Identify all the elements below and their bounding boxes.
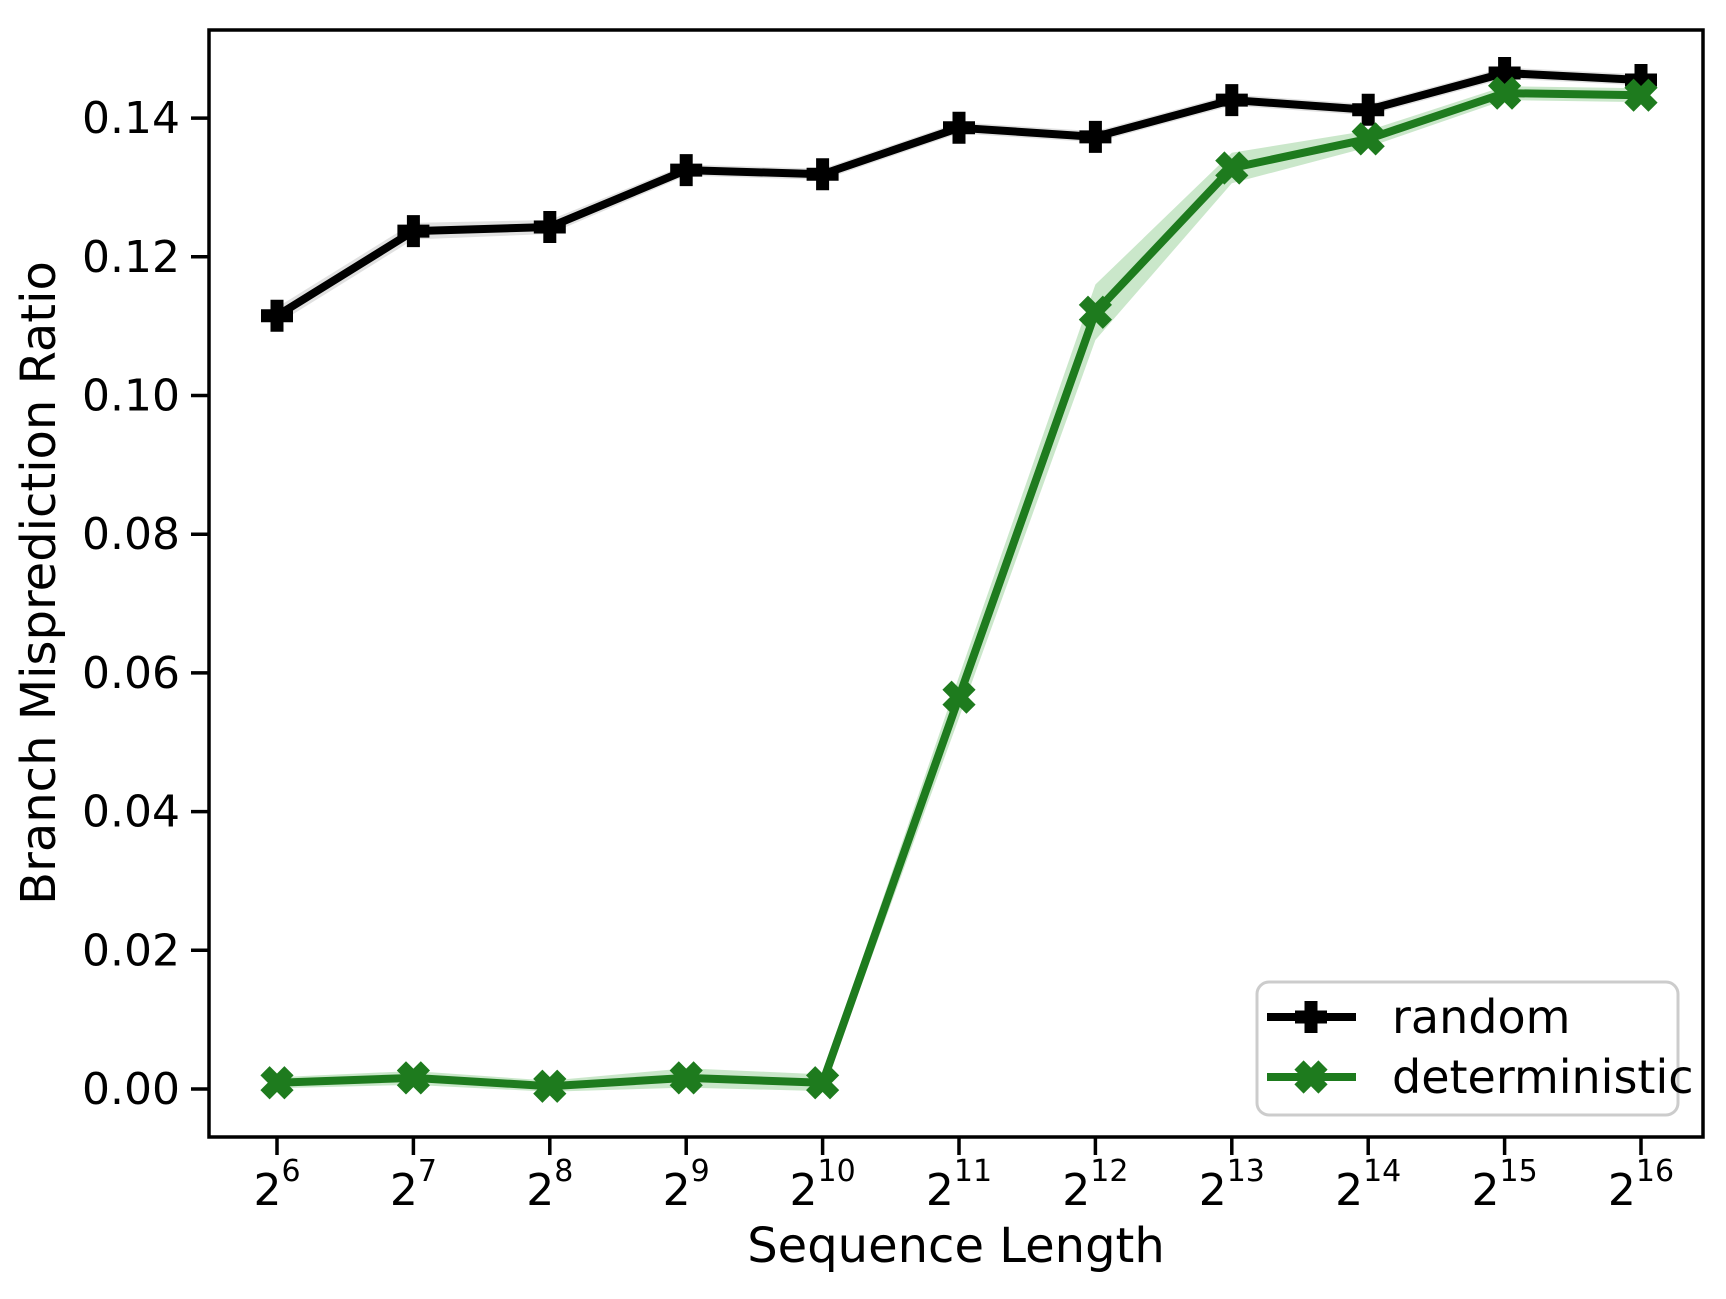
legend-label-random: random (1392, 990, 1570, 1044)
x-marker-icon (260, 1066, 294, 1100)
plus-marker-icon (1352, 93, 1385, 126)
plus-marker-icon (943, 111, 975, 144)
x-tick-label: 210 (790, 1154, 856, 1216)
x-tick-label: 216 (1608, 1154, 1674, 1216)
y-tick-label: 0.12 (82, 232, 180, 283)
x-marker-icon (806, 1066, 840, 1100)
y-tick-label: 0.14 (82, 93, 180, 144)
x-tick-label: 215 (1472, 1154, 1538, 1216)
x-tick-label: 212 (1062, 1154, 1128, 1216)
x-marker-icon (942, 680, 976, 714)
x-tick-label: 211 (926, 1154, 992, 1216)
plot-area (209, 30, 1703, 1137)
y-tick-label: 0.00 (82, 1064, 180, 1115)
plus-marker-icon (806, 158, 839, 191)
x-marker-icon (1215, 151, 1249, 185)
legend-plus-marker-icon (1295, 1001, 1327, 1033)
x-marker-icon (1351, 122, 1385, 156)
y-axis-label: Branch Misprediction Ratio (11, 261, 67, 905)
plus-marker-icon (670, 154, 703, 187)
y-tick-label: 0.02 (82, 925, 180, 976)
x-tick-label: 27 (390, 1154, 437, 1216)
x-tick-label: 26 (253, 1154, 300, 1216)
x-marker-icon (533, 1069, 567, 1103)
x-marker-icon (1488, 76, 1522, 110)
y-tick-label: 0.10 (82, 371, 180, 422)
plus-marker-icon (397, 215, 430, 248)
legend: random deterministic (1255, 980, 1694, 1117)
legend-x-marker-icon (1294, 1060, 1328, 1094)
x-marker-icon (1078, 295, 1112, 329)
y-tick-label: 0.06 (82, 648, 180, 699)
x-marker-icon (1624, 78, 1658, 112)
legend-label-deterministic: deterministic (1392, 1050, 1694, 1104)
plus-marker-icon (1079, 120, 1112, 153)
plus-marker-icon (1488, 57, 1521, 90)
plus-marker-icon (533, 210, 566, 243)
plus-marker-icon (1215, 84, 1248, 117)
plus-marker-icon (261, 299, 293, 332)
series-markers (260, 57, 1658, 1103)
x-marker-icon (669, 1061, 703, 1095)
x-tick-label: 29 (663, 1154, 710, 1216)
legend-box (1255, 980, 1680, 1117)
x-tick-label: 28 (526, 1154, 573, 1216)
plot-frame (207, 28, 1705, 1139)
axis-ticks: 0.00 0.02 0.04 0.06 0.08 0.10 0.12 0.14 26 27 28 29… (82, 93, 1674, 1216)
x-tick-label: 214 (1335, 1154, 1401, 1216)
x-marker-icon (396, 1061, 430, 1095)
x-axis-label: Sequence Length (747, 1218, 1165, 1274)
x-tick-label: 213 (1199, 1154, 1265, 1216)
y-tick-label: 0.08 (82, 509, 180, 560)
y-tick-label: 0.04 (82, 787, 180, 838)
